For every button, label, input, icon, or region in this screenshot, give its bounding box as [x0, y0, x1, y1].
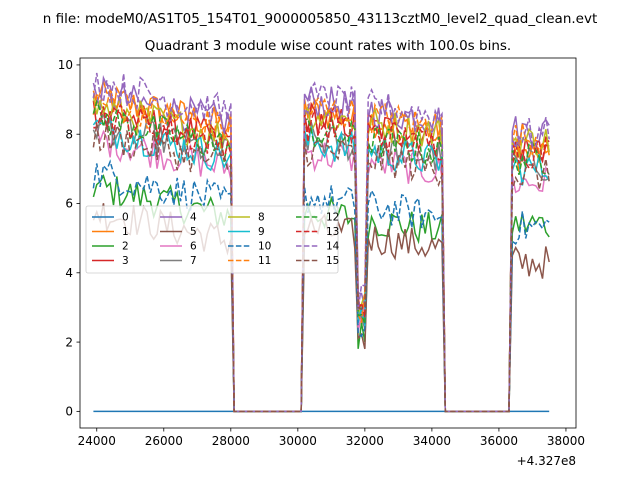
- legend-box: [85, 205, 339, 274]
- x-tick-label: 26000: [145, 434, 183, 448]
- x-tick-label: 24000: [78, 434, 116, 448]
- y-tick-label: 0: [65, 405, 73, 419]
- series-line-10: [92, 159, 550, 413]
- y-tick-label: 4: [65, 266, 73, 280]
- legend-label-1: 1: [122, 226, 129, 238]
- y-tick-label: 8: [65, 127, 73, 141]
- plot-frame: [79, 57, 577, 429]
- legend-label-7: 7: [190, 255, 197, 267]
- legend-label-11: 11: [258, 255, 271, 267]
- x-tick-label: 36000: [480, 434, 518, 448]
- legend-label-6: 6: [190, 241, 197, 253]
- legend-label-14: 14: [326, 241, 340, 253]
- legend-label-15: 15: [326, 255, 339, 267]
- series-line-14: [92, 72, 550, 413]
- series-line-12: [92, 99, 550, 413]
- x-tick-label: 34000: [413, 434, 451, 448]
- x-tick-label: 28000: [212, 434, 250, 448]
- legend-label-2: 2: [122, 241, 129, 253]
- figure-suptitle: n file: modeM0/AS1T05_154T01_9000005850_…: [43, 11, 598, 27]
- legend-label-4: 4: [190, 212, 197, 224]
- x-tick-label: 30000: [279, 434, 317, 448]
- chart-title: Quadrant 3 module wise count rates with …: [145, 38, 511, 54]
- legend-label-5: 5: [190, 226, 197, 238]
- x-offset-label: +4.327e8: [517, 454, 576, 468]
- y-tick-label: 6: [65, 197, 73, 211]
- legend-label-0: 0: [122, 212, 129, 224]
- axes-layer: 24000 26000 28000 30000 32000 34000 36000 38000…: [58, 57, 585, 468]
- legend-label-13: 13: [326, 226, 339, 238]
- series-line-13: [93, 103, 550, 413]
- y-tick-label: 2: [65, 335, 73, 349]
- legend-label-12: 12: [326, 212, 339, 224]
- y-tick-label: 10: [58, 58, 73, 72]
- legend-label-10: 10: [258, 241, 271, 253]
- series-line-15: [92, 121, 550, 413]
- x-tick-label: 38000: [547, 434, 585, 448]
- x-tick-label: 32000: [346, 434, 384, 448]
- legend-label-9: 9: [258, 226, 265, 238]
- legend-label-3: 3: [122, 255, 129, 267]
- legend-label-8: 8: [258, 212, 265, 224]
